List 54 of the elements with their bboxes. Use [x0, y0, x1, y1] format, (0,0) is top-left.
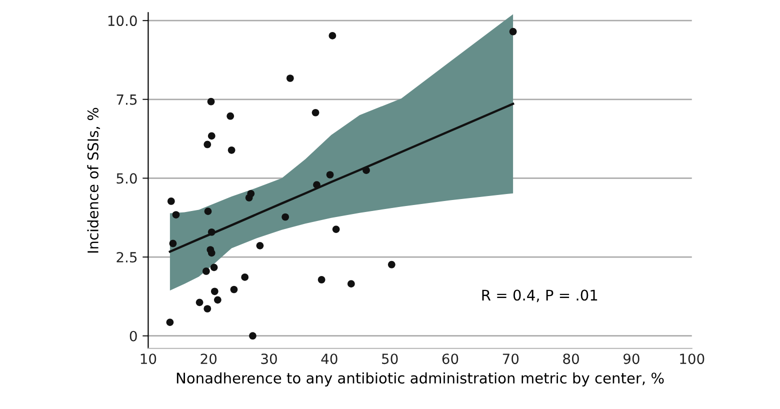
point — [204, 208, 212, 215]
x-tick-label: 60 — [442, 354, 458, 364]
point — [228, 146, 236, 154]
point — [332, 226, 340, 233]
y-tick-label: 10.0 — [108, 16, 137, 26]
x-tick-label: 10 — [140, 354, 156, 364]
point — [208, 228, 216, 236]
x-axis-title: Nonadherence to any antibiotic administration metric by center, % — [176, 372, 664, 386]
y-tick-label: 0 — [130, 330, 137, 342]
point — [202, 268, 210, 275]
x-tick-label: 20 — [200, 354, 217, 364]
point — [326, 171, 334, 178]
y-tick-label: 7.5 — [116, 94, 137, 105]
point — [362, 166, 370, 174]
point — [210, 288, 218, 296]
point — [230, 286, 238, 294]
point — [241, 274, 249, 281]
point — [286, 74, 294, 82]
point — [204, 140, 212, 148]
point — [169, 240, 177, 248]
point — [167, 198, 175, 205]
point — [256, 242, 264, 250]
point — [196, 298, 204, 306]
point — [172, 211, 180, 218]
y-axis-title: Incidence of SSIs, % — [87, 108, 100, 253]
point — [347, 280, 355, 288]
point — [318, 276, 326, 284]
x-tick-label: 50 — [382, 354, 398, 364]
x-tick-label: 40 — [321, 354, 338, 364]
point — [208, 249, 216, 257]
x-tick-label: 100 — [680, 354, 704, 364]
point — [214, 296, 222, 304]
point — [208, 132, 216, 140]
point — [226, 112, 234, 120]
point — [312, 108, 320, 116]
point — [509, 28, 517, 36]
point — [166, 318, 174, 326]
x-tick-label: 90 — [623, 354, 640, 364]
y-tick-label: 5.0 — [116, 173, 137, 184]
line-series — [168, 102, 514, 253]
point — [328, 32, 336, 40]
point — [388, 260, 396, 268]
annotation: R = 0.4, P = .01 — [482, 290, 598, 302]
point — [210, 264, 218, 272]
point — [247, 190, 255, 198]
x-tick-label: 80 — [563, 354, 579, 364]
y-tick-label: 2.5 — [116, 252, 137, 263]
point — [282, 213, 289, 221]
point — [313, 181, 320, 189]
point — [207, 98, 215, 106]
point — [249, 332, 256, 340]
x-tick-label: 70 — [502, 354, 519, 364]
point — [204, 305, 212, 312]
x-tick-label: 30 — [261, 354, 277, 364]
